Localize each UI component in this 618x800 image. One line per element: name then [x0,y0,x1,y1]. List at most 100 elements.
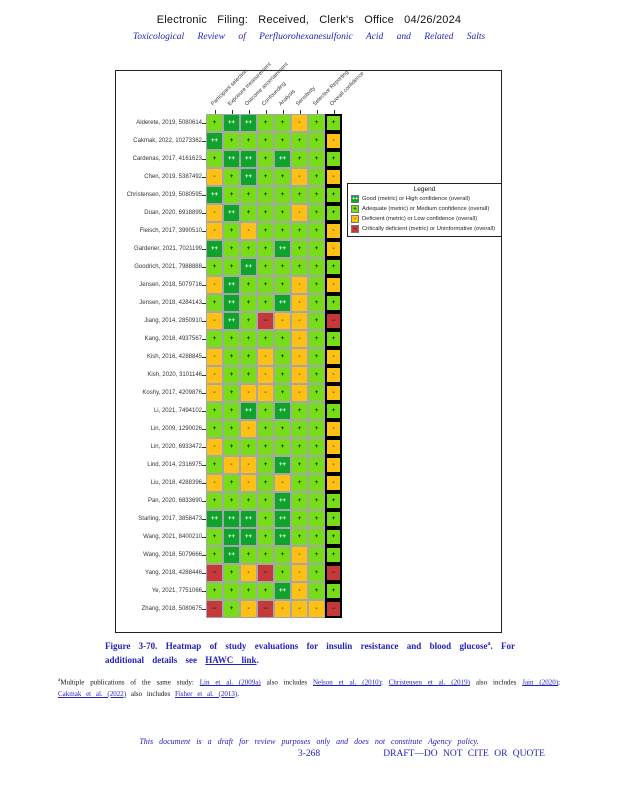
column-tick [265,110,267,114]
footnote-reference-link[interactable]: Lin et al. (2009a) [199,678,261,687]
heatmap-cell: ++ [240,258,257,276]
heatmap-cell: - [291,294,308,312]
heatmap-cell: + [240,294,257,312]
heatmap-cell: - [291,276,308,294]
row-label-study: Jensen, 2018, 4284143 [139,300,202,306]
heatmap-cell: - [257,384,274,402]
heatmap-cell: + [274,258,291,276]
row-label-study: Wang, 2021, 8400210 [143,534,202,540]
heatmap-cell: + [240,276,257,294]
row-tick [202,609,206,610]
row-label-study: Jiang, 2014, 2850910 [144,318,202,324]
heatmap-cell: + [325,258,342,276]
legend: Legend ++ Good (metric) or High confidenc… [347,183,502,237]
heatmap-cell: - [325,132,342,150]
hawc-link[interactable]: HAWC link [205,654,257,665]
heatmap-cell: - [325,438,342,456]
study-evaluation-heatmap-figure: Participant selection Exposure measuremen… [115,62,502,633]
heatmap-cell: + [308,276,325,294]
row-label-study: Starling, 2017, 3858473 [138,516,202,522]
heatmap-cell: + [274,420,291,438]
row-label-study: Koshy, 2017, 4209876 [142,390,202,396]
footnote-reference-link[interactable]: Nelson et al. (2010) [312,678,381,687]
row-tick [202,591,206,592]
heatmap-cell: + [274,132,291,150]
heatmap-cell: + [291,222,308,240]
heatmap-cell: - [291,204,308,222]
heatmap-cell: + [274,186,291,204]
heatmap-cell: + [291,258,308,276]
heatmap-cell: + [308,528,325,546]
row-label-study: Kang, 2018, 4937567 [144,336,202,342]
draft-notice: DRAFT—DO NOT CITE OR QUOTE [383,749,545,759]
heatmap-cell: + [308,204,325,222]
heatmap-cell: + [240,204,257,222]
heatmap-cell: ++ [223,510,240,528]
heatmap-cell: - [206,276,223,294]
row-tick [202,411,206,412]
heatmap-cell: + [308,312,325,330]
heatmap-cell: + [325,492,342,510]
heatmap-cell: + [206,492,223,510]
row-label-study: Cakmak, 2022, 10273362 [133,138,202,144]
legend-entries: ++ Good (metric) or High confidence (over… [351,195,498,233]
heatmap-cell: - [291,600,308,618]
heatmap-cell: + [308,366,325,384]
row-tick [202,339,206,340]
heatmap-cell: + [291,510,308,528]
heatmap-cell: + [206,546,223,564]
row-label-study: Duan, 2020, 6918899 [144,210,202,216]
heatmap-cell: + [257,114,274,132]
footnote-reference-link[interactable]: Christensen et al. (2019) [388,678,470,687]
column-tick [231,110,233,114]
row-tick [202,159,206,160]
row-label-study: Chen, 2019, 5387492 [144,174,202,180]
filing-header: Electronic Filing: Received, Clerk's Off… [156,14,462,26]
heatmap-cell: + [223,600,240,618]
heatmap-cell: - [240,384,257,402]
heatmap-cell: + [325,294,342,312]
footnote-text: ; [558,678,560,687]
heatmap-cell: + [274,366,291,384]
heatmap-cell: + [308,294,325,312]
document-title: Toxicological Review of Perfluorohexanes… [132,32,486,42]
row-tick [202,519,206,520]
heatmap-cell: ++ [240,402,257,420]
heatmap-cell: + [223,186,240,204]
heatmap-cell: - [274,600,291,618]
footnote-reference-link[interactable]: Fisher et al. (2013) [174,689,238,698]
footnote-reference-link[interactable]: Cakmak et al. (2022) [58,689,127,698]
row-label-study: Jensen, 2018, 5079716 [139,282,202,288]
heatmap-cell: - [291,330,308,348]
row-tick [202,177,206,178]
heatmap-cell: + [274,168,291,186]
heatmap-cell: + [223,222,240,240]
heatmap-cell: ++ [240,528,257,546]
heatmap-cell: ++ [206,510,223,528]
heatmap-cell: + [240,132,257,150]
heatmap-cell: + [325,114,342,132]
heatmap-cell: + [206,294,223,312]
row-tick [202,141,206,142]
heatmap-cell: ++ [223,528,240,546]
heatmap-cell: ++ [240,510,257,528]
heatmap-cell: -- [206,600,223,618]
legend-swatch: + [351,205,359,213]
row-label-study: Liu, 2018, 4288396 [150,480,202,486]
heatmap-cell: + [274,348,291,366]
heatmap-cell: + [308,510,325,528]
heatmap-cell: + [308,582,325,600]
footnote-reference-link[interactable]: Jain (2020) [522,678,559,687]
column-tick [333,110,335,114]
heatmap-cell: -- [257,564,274,582]
heatmap-cell: ++ [240,150,257,168]
heatmap-cell: ++ [223,276,240,294]
row-tick [202,231,206,232]
heatmap-cell: ++ [274,456,291,474]
heatmap-cell: + [257,438,274,456]
heatmap-cell: ++ [223,312,240,330]
heatmap-cell: + [308,168,325,186]
heatmap-cell: + [257,132,274,150]
row-tick [202,465,206,466]
column-tick [299,110,301,114]
